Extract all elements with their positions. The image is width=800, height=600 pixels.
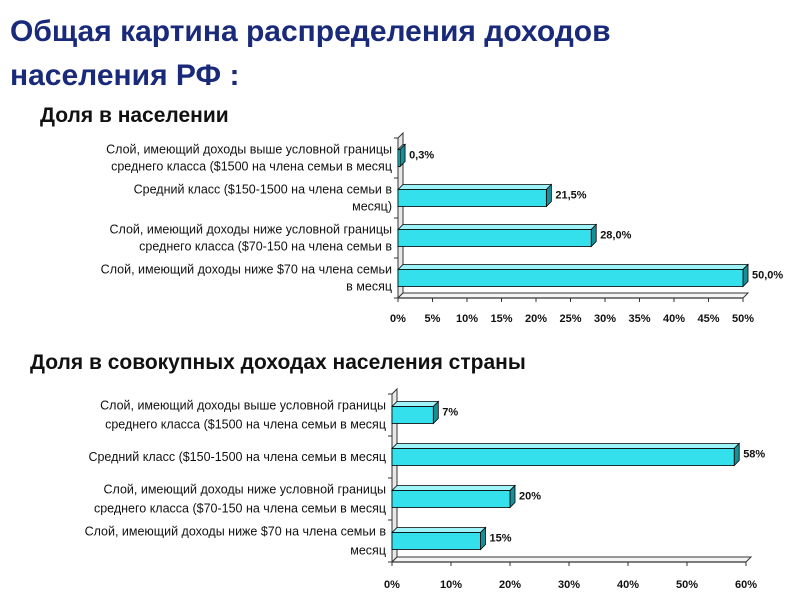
data-label: 0,3%: [409, 150, 434, 162]
x-tick-label: 40%: [617, 579, 639, 591]
bar-top-face: [397, 224, 598, 230]
axis-floor: [390, 556, 753, 563]
bar: [391, 406, 434, 424]
bar: [397, 149, 401, 167]
bar-top-face: [391, 443, 741, 449]
x-tick-label: 35%: [628, 313, 650, 325]
bar: [397, 189, 547, 207]
chart-1-population-share: 0% 5% 10% 15% 20% 25% 30% 35% 40% 45% 50% Слой, име…: [101, 131, 783, 325]
bar: [397, 229, 592, 247]
bar: [391, 448, 735, 466]
bar: [397, 269, 744, 287]
category-label: Средний класс ($150-1500 на члена семьи …: [134, 183, 393, 214]
page-title: Общая картина распределения доходов насе…: [10, 15, 611, 92]
data-label: 58%: [743, 449, 765, 461]
x-tick-label: 10%: [440, 579, 462, 591]
bar-top-face: [391, 485, 516, 491]
bar-top-face: [397, 184, 553, 190]
x-tick-label: 40%: [663, 313, 685, 325]
bar-top-face: [391, 401, 440, 407]
category-label: Слой, имеющий доходы выше условной грани…: [106, 143, 392, 174]
x-tick-label: 25%: [559, 313, 581, 325]
bar-top-face: [397, 264, 749, 270]
x-tick-label: 50%: [732, 313, 754, 325]
chart-2-title: Доля в совокупных доходах населения стра…: [30, 351, 526, 374]
data-label: 20%: [519, 491, 541, 503]
x-tick-label: 15%: [490, 313, 512, 325]
data-label: 15%: [490, 533, 512, 545]
x-tick-label: 60%: [735, 579, 757, 591]
bar-top-face: [391, 527, 487, 533]
data-label: 50,0%: [752, 270, 783, 282]
bar: [391, 490, 511, 508]
x-tick-label: 30%: [558, 579, 580, 591]
x-tick-label: 0%: [384, 579, 400, 591]
x-tick-label: 45%: [697, 313, 719, 325]
category-label: Слой, имеющий доходы ниже условной грани…: [110, 223, 393, 254]
data-label: 21,5%: [555, 190, 586, 202]
x-tick-label: 20%: [499, 579, 521, 591]
category-label: Слой, имеющий доходы выше условной грани…: [100, 399, 386, 432]
data-label: 7%: [442, 407, 458, 419]
category-label: Слой, имеющий доходы ниже $70 на члена с…: [85, 525, 387, 558]
bar: [391, 532, 481, 550]
axis-floor: [396, 292, 750, 299]
category-label: Средний класс ($150-1500 на члена семьи …: [88, 450, 386, 464]
category-label: Слой, имеющий доходы ниже $70 на члена с…: [101, 263, 392, 294]
category-label: Слой, имеющий доходы ниже условной грани…: [94, 483, 386, 516]
x-tick-label: 10%: [456, 313, 478, 325]
x-tick-label: 5%: [425, 313, 441, 325]
x-tick-label: 30%: [594, 313, 616, 325]
data-label: 28,0%: [600, 230, 631, 242]
x-tick-label: 0%: [390, 313, 406, 325]
x-tick-label: 20%: [525, 313, 547, 325]
chart-1-title: Доля в населении: [40, 104, 229, 127]
chart-2-income-share: 0% 10% 20% 30% 40% 50% 60% Слой, имеющий доходы…: [85, 387, 765, 591]
x-tick-label: 50%: [676, 579, 698, 591]
